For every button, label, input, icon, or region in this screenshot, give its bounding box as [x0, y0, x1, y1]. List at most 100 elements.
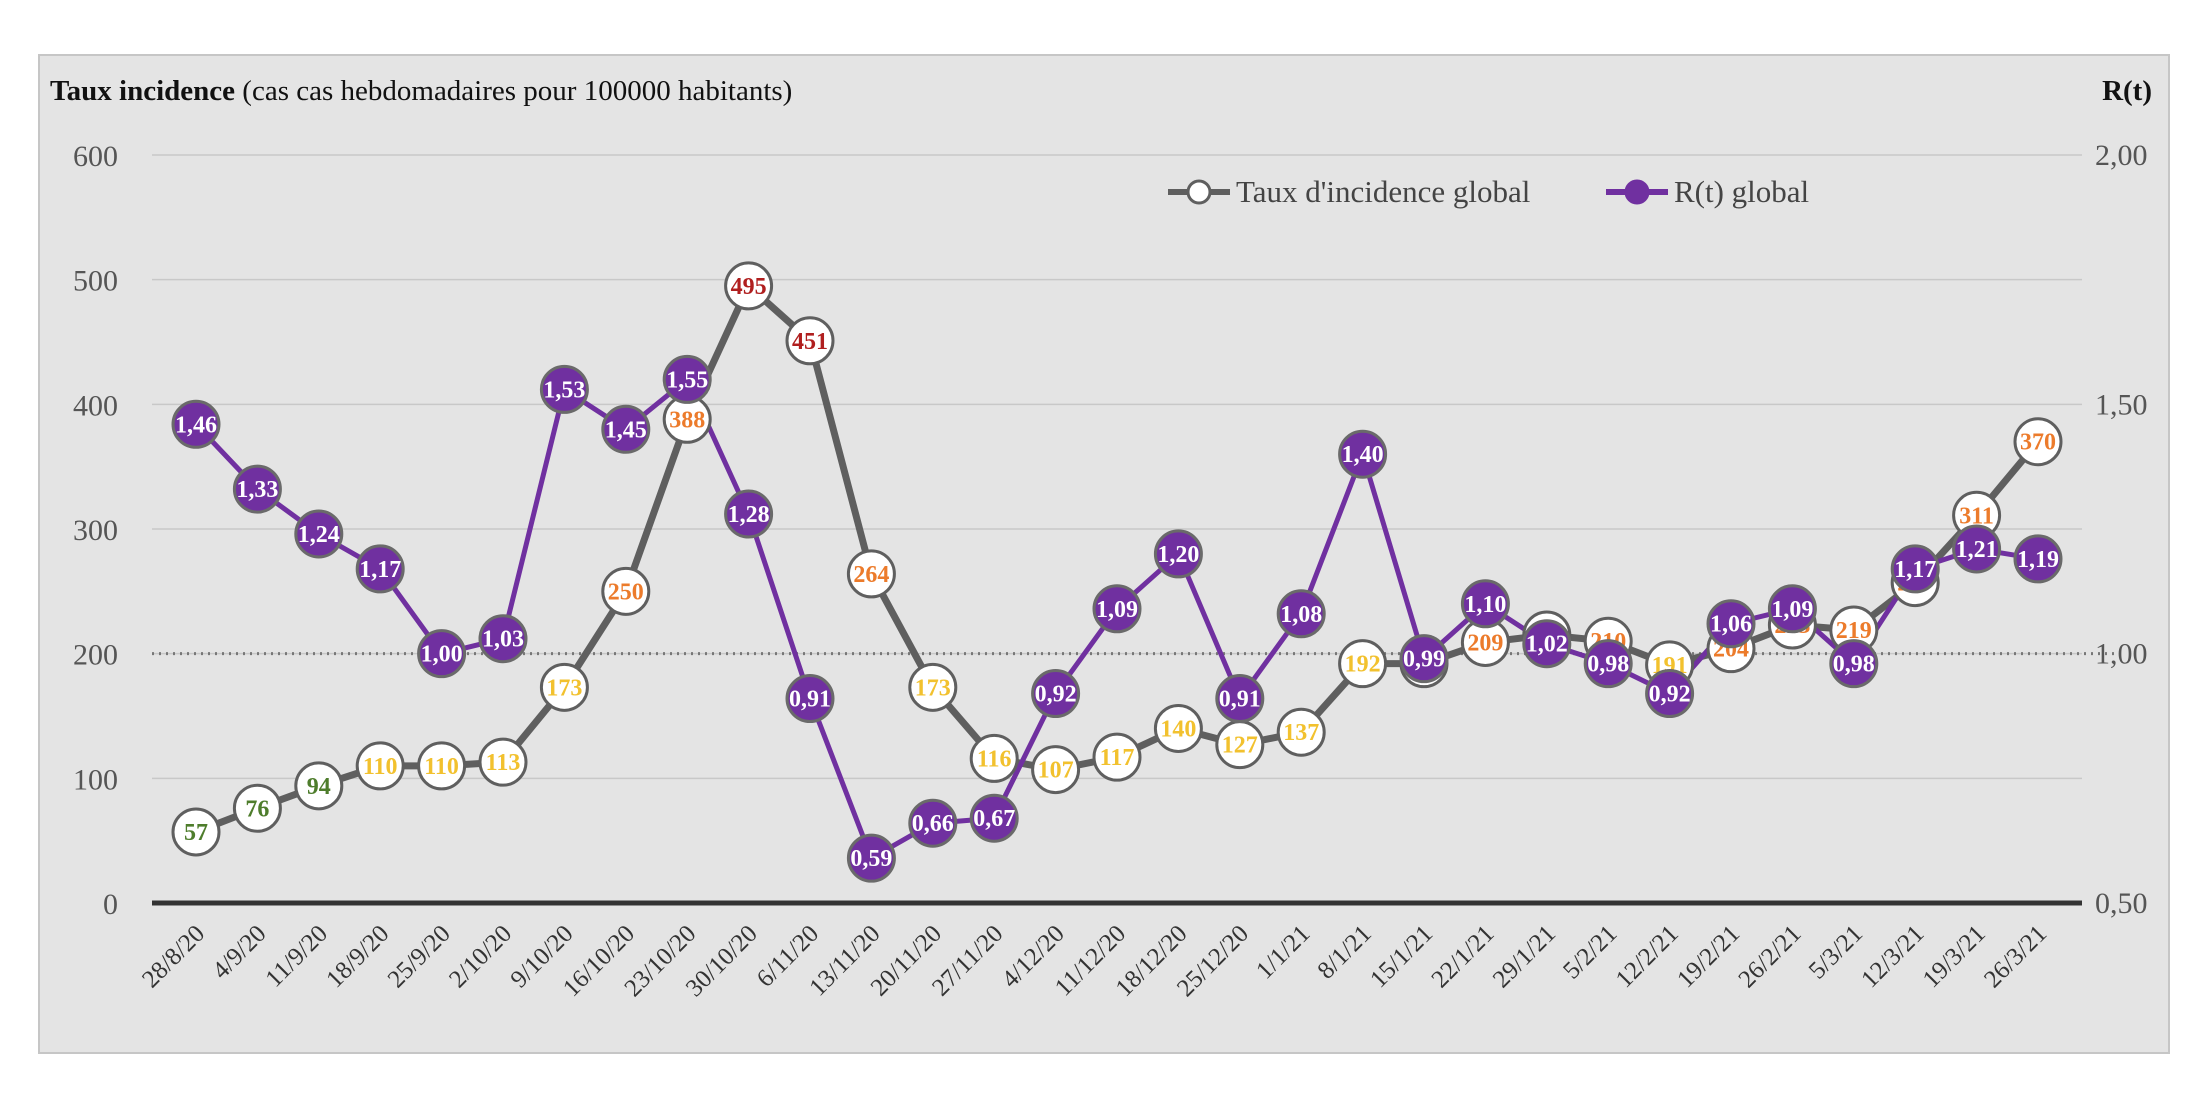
incidence-point	[908, 662, 958, 712]
rt-data-label: 1,20	[1157, 542, 1199, 568]
rt-data-label: 1,45	[605, 417, 647, 443]
incidence-point	[1338, 639, 1388, 689]
incidence-data-label: 113	[486, 750, 521, 776]
rt-point	[294, 509, 344, 559]
incidence-point	[785, 316, 835, 366]
rt-data-label: 0,91	[789, 687, 831, 713]
incidence-point	[969, 733, 1019, 783]
rt-data-label: 0,99	[1403, 647, 1445, 673]
rt-data-label: 1,09	[1096, 597, 1138, 623]
rt-data-label: 1,03	[482, 627, 524, 653]
left-tick-label: 500	[73, 265, 118, 298]
gridlines	[152, 154, 2122, 906]
rt-point	[1583, 639, 1633, 689]
incidence-data-label: 127	[1222, 733, 1258, 759]
left-tick-label: 400	[73, 389, 118, 422]
legend-label-incidence: Taux d'incidence global	[1236, 174, 1530, 209]
left-axis-ticks: 0 100 200 300 400 500 600	[73, 140, 118, 921]
legend-label-rt: R(t) global	[1674, 174, 1809, 209]
x-tick-label: 28/8/20	[137, 920, 210, 993]
incidence-data-label: 110	[363, 754, 398, 780]
rt-data-label: 1,08	[1280, 602, 1322, 628]
incidence-data-label: 451	[792, 329, 828, 355]
right-axis-title: R(t)	[2102, 75, 2152, 107]
incidence-point	[1092, 732, 1142, 782]
rt-point	[1767, 584, 1817, 634]
chart-panel: Taux incidence (cas cas hebdomadaires po…	[38, 54, 2170, 1054]
left-tick-label: 300	[73, 514, 118, 547]
rt-point	[662, 354, 712, 404]
left-tick-label: 100	[73, 763, 118, 796]
left-tick-label: 600	[73, 140, 118, 173]
incidence-data-label: 192	[1345, 652, 1381, 678]
x-tick-label: 25/9/20	[383, 920, 456, 993]
rt-point	[1399, 634, 1449, 684]
rt-data-label: 1,09	[1771, 597, 1813, 623]
rt-data-label: 0,91	[1219, 687, 1261, 713]
incidence-data-label: 76	[245, 796, 269, 822]
chart-svg: Taux incidence (cas cas hebdomadaires po…	[50, 75, 2152, 1002]
rt-data-label: 0,92	[1649, 682, 1691, 708]
rt-data-label: 0,59	[850, 846, 892, 872]
incidence-data-label: 209	[1467, 630, 1503, 656]
incidence-point	[1153, 703, 1203, 753]
rt-data-label: 1,21	[1956, 537, 1998, 563]
x-axis-ticks: 28/8/204/9/2011/9/2018/9/2025/9/202/10/2…	[137, 920, 2052, 1002]
rt-data-label: 1,17	[1894, 557, 1936, 583]
incidence-point	[232, 783, 282, 833]
rt-point	[908, 798, 958, 848]
rt-data-label: 0,98	[1833, 652, 1875, 678]
incidence-point	[846, 549, 896, 599]
incidence-point	[724, 261, 774, 311]
series-markers: 57 76 94 110 110 113 173 250 388 495 451 264 173 116 1…	[171, 261, 2063, 883]
incidence-data-label: 173	[915, 675, 951, 701]
rt-point	[846, 833, 896, 883]
rt-point	[1276, 589, 1326, 639]
rt-point	[785, 674, 835, 724]
x-tick-label: 26/2/21	[1734, 920, 1807, 993]
rt-point	[601, 404, 651, 454]
rt-data-label: 0,66	[912, 811, 954, 837]
chart-title: Taux incidence (cas cas hebdomadaires po…	[50, 75, 792, 107]
x-tick-label: 22/1/21	[1427, 920, 1500, 993]
rt-point	[478, 614, 528, 664]
rt-data-label: 1,33	[236, 477, 278, 503]
rt-point	[1031, 669, 1081, 719]
incidence-data-label: 110	[424, 754, 459, 780]
incidence-point	[355, 741, 405, 791]
legend-marker-incidence	[1186, 179, 1212, 205]
incidence-data-label: 140	[1160, 716, 1196, 742]
incidence-point	[1276, 707, 1326, 757]
rt-data-label: 1,17	[359, 557, 401, 583]
x-tick-label: 12/2/21	[1611, 920, 1684, 993]
rt-data-label: 1,19	[2017, 547, 2059, 573]
rt-point	[171, 399, 221, 449]
rt-point	[1153, 529, 1203, 579]
rt-data-label: 0,92	[1035, 682, 1077, 708]
rt-point	[1460, 579, 1510, 629]
x-tick-label: 19/2/21	[1672, 920, 1745, 993]
incidence-point	[1031, 745, 1081, 795]
rt-data-label: 1,02	[1526, 632, 1568, 658]
right-tick-label: 1,50	[2095, 388, 2148, 421]
rt-point	[2013, 534, 2063, 584]
incidence-data-label: 137	[1283, 720, 1319, 746]
incidence-point	[478, 737, 528, 787]
chart-title-rest: (cas cas hebdomadaires pour 100000 habit…	[235, 75, 792, 107]
incidence-data-label: 116	[977, 746, 1012, 772]
x-tick-label: 29/1/21	[1488, 920, 1561, 993]
rt-point	[417, 629, 467, 679]
rt-data-label: 0,98	[1587, 652, 1629, 678]
rt-point	[539, 364, 589, 414]
rt-point	[1952, 524, 2002, 574]
rt-data-label: 1,24	[298, 522, 340, 548]
rt-data-label: 1,00	[421, 642, 463, 668]
incidence-point	[601, 566, 651, 616]
incidence-data-label: 117	[1100, 745, 1135, 771]
incidence-data-label: 107	[1038, 758, 1074, 784]
incidence-data-label: 250	[608, 579, 644, 605]
rt-data-label: 1,40	[1342, 442, 1384, 468]
rt-point	[1829, 639, 1879, 689]
rt-point	[969, 793, 1019, 843]
rt-point	[724, 489, 774, 539]
